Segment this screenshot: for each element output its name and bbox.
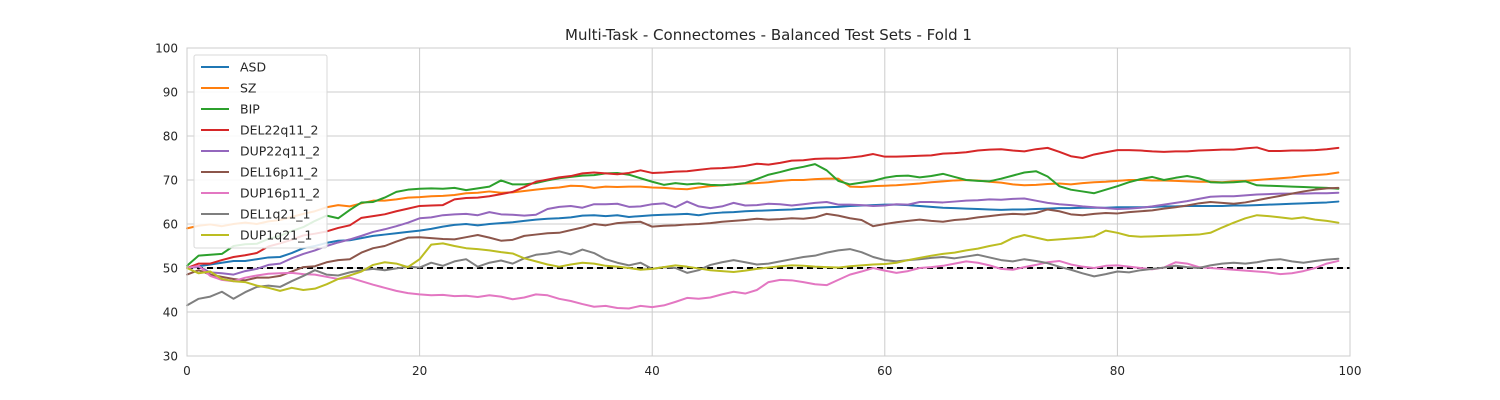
- legend-label: DEL1q21_1: [240, 207, 310, 222]
- x-tick-label: 60: [877, 364, 892, 378]
- y-tick-label: 60: [163, 218, 178, 232]
- series-lines: [186, 146, 1340, 310]
- legend-label: ASD: [240, 60, 266, 75]
- plot-frame: [186, 47, 1351, 357]
- chart-title: Multi-Task - Connectomes - Balanced Test…: [565, 26, 972, 44]
- series-line-del1q21-1: [186, 248, 1340, 307]
- y-tick-label: 90: [163, 86, 178, 100]
- y-tick-label: 50: [163, 262, 178, 276]
- series-line-dup1q21-1: [186, 214, 1340, 292]
- x-tick-label: 0: [183, 364, 191, 378]
- x-tick-label: 40: [645, 364, 660, 378]
- series-line-del22q11-2: [186, 146, 1340, 269]
- legend-box: [193, 54, 328, 249]
- x-tick-label: 80: [1110, 364, 1125, 378]
- legend-label: DUP22q11_2: [240, 144, 320, 159]
- series-line-asd: [186, 200, 1340, 269]
- y-tick-label: 70: [163, 174, 178, 188]
- series-line-del16p11-2: [186, 186, 1340, 282]
- legend-label: DEL22q11_2: [240, 123, 318, 138]
- legend-label: DEL16p11_2: [240, 165, 318, 180]
- legend: ASD SZ BIP DEL22q11_2 DUP22q11_2 DEL16p11_2 DU…: [193, 54, 328, 249]
- x-tick-label: 20: [412, 364, 427, 378]
- axis-ticks: 0 20 40 60 80 100 30 40 50 60 70 80 90 100: [155, 42, 1361, 379]
- y-tick-label: 30: [163, 350, 178, 364]
- series-line-dup22q11-2: [186, 191, 1340, 276]
- legend-label: DUP1q21_1: [240, 228, 312, 243]
- legend-label: DUP16p11_2: [240, 186, 320, 201]
- y-tick-label: 80: [163, 130, 178, 144]
- x-tick-label: 100: [1339, 364, 1362, 378]
- y-tick-label: 100: [155, 42, 178, 56]
- series-line-bip: [186, 163, 1340, 267]
- legend-label: BIP: [240, 102, 260, 117]
- y-tick-label: 40: [163, 306, 178, 320]
- legend-label: SZ: [240, 81, 257, 96]
